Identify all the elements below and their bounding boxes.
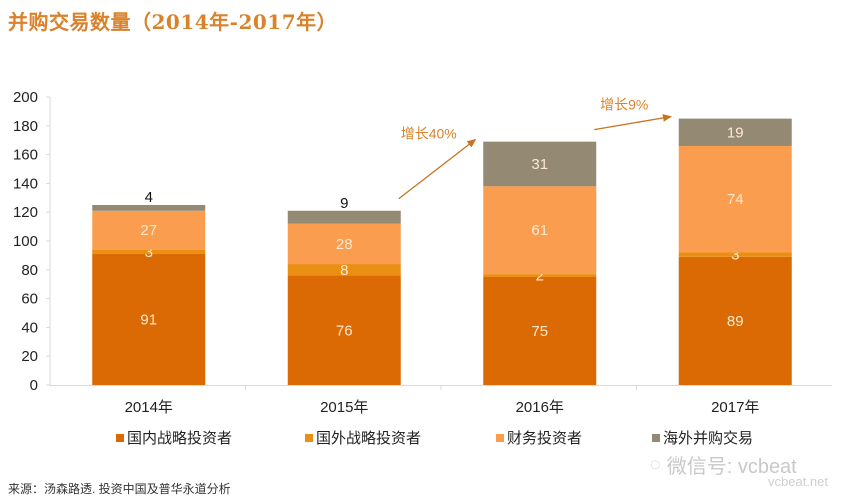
y-tick-label: 160 [13, 147, 38, 164]
bar-segment [287, 223, 401, 265]
bar-segment [483, 277, 597, 385]
bar-segment [287, 275, 401, 385]
legend-swatch-icon [116, 433, 124, 442]
bar-segment [678, 252, 792, 257]
legend-label: 国外战略投资者 [316, 430, 422, 447]
bar-segment [92, 205, 206, 211]
watermark-text: 微信号: vcbeat [666, 456, 797, 478]
data-label: 3 [731, 247, 739, 264]
data-label: 9 [340, 195, 348, 212]
bar-segment [287, 210, 401, 224]
legend-item-domestic-strategic: 国内战略投资者 [116, 427, 232, 448]
growth-annotation: 增长40% [401, 126, 457, 142]
y-tick-label: 120 [13, 204, 38, 221]
data-label: 75 [531, 323, 548, 340]
watermark-sub: vcbeat.net [768, 474, 828, 489]
data-label: 28 [336, 236, 353, 253]
y-tick-label: 180 [13, 118, 38, 135]
y-tick-label: 20 [21, 348, 38, 365]
chart-legend: 国内战略投资者 国外战略投资者 财务投资者 海外并购交易 [0, 427, 858, 451]
legend-item-overseas-ma: 海外并购交易 [652, 427, 753, 448]
data-label: 76 [336, 322, 353, 339]
stacked-bar-chart: 0204060801001201401601802009132742014年76… [13, 89, 832, 416]
bar-segment [483, 274, 597, 277]
data-label: 74 [727, 191, 744, 208]
data-label: 91 [140, 311, 157, 328]
chart-title: 并购交易数量（2014年-2017年） [8, 10, 338, 34]
y-tick-label: 0 [30, 377, 38, 394]
legend-label: 国内战略投资者 [127, 430, 233, 447]
bar-segment [483, 186, 597, 275]
legend-swatch-icon [496, 433, 504, 442]
y-tick-label: 140 [13, 175, 38, 192]
legend-label: 海外并购交易 [663, 430, 754, 447]
y-tick-label: 40 [21, 319, 38, 336]
bar-segment [678, 118, 792, 146]
bar-segment [483, 141, 597, 187]
data-label: 27 [140, 222, 157, 239]
legend-swatch-icon [652, 433, 660, 442]
growth-arrow [594, 114, 673, 131]
data-label: 3 [145, 244, 153, 261]
y-tick-label: 80 [21, 262, 38, 279]
data-label: 89 [727, 313, 744, 330]
y-tick-label: 200 [13, 89, 38, 106]
bar-segment [92, 249, 206, 254]
data-label: 8 [340, 262, 348, 279]
growth-annotation: 增长9% [600, 97, 648, 113]
data-label: 61 [531, 222, 548, 239]
x-tick-label: 2014年 [125, 399, 173, 416]
source-note: 来源：汤森路透. 投资中国及普华永道分析 [8, 482, 231, 496]
y-tick-label: 60 [21, 291, 38, 308]
data-label: 31 [531, 156, 548, 173]
bar-segment [678, 145, 792, 253]
growth-arrow [398, 138, 477, 200]
wechat-icon: ◌ [650, 454, 661, 474]
bar-segment [92, 210, 206, 250]
x-tick-label: 2015年 [320, 399, 368, 416]
x-tick-label: 2016年 [516, 399, 564, 416]
x-tick-label: 2017年 [711, 399, 759, 416]
legend-label: 财务投资者 [507, 430, 583, 447]
legend-item-foreign-strategic: 国外战略投资者 [305, 427, 421, 448]
watermark: ◌ 微信号: vcbeat [650, 450, 797, 479]
y-tick-label: 100 [13, 233, 38, 250]
data-label: 2 [536, 268, 544, 285]
data-label: 4 [145, 189, 153, 206]
data-label: 19 [727, 124, 744, 141]
bar-segment [678, 256, 792, 385]
legend-swatch-icon [305, 433, 313, 442]
bar-segment [92, 253, 206, 385]
bar-segment [287, 264, 401, 276]
legend-item-financial: 财务投资者 [496, 427, 582, 448]
